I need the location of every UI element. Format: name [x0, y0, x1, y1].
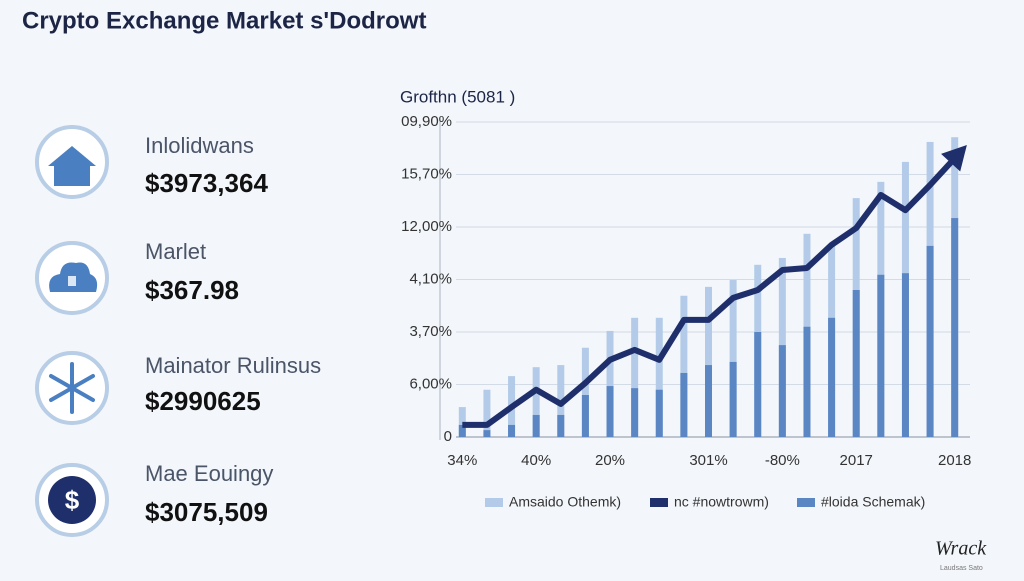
bar — [828, 317, 836, 437]
bar — [852, 290, 860, 437]
trend-arrowhead — [941, 144, 967, 172]
y-tick-label: 3,70% — [409, 323, 452, 340]
trend-line — [462, 156, 957, 428]
x-tick-label: 20% — [595, 452, 625, 469]
bar — [877, 274, 885, 437]
bar — [532, 414, 540, 437]
x-tick-label: 2018 — [938, 452, 971, 469]
bar — [581, 395, 589, 437]
legend-swatch — [797, 498, 815, 507]
legend-label: nc #nowtrowm) — [674, 494, 769, 510]
card-label: Mainator Rulinsus — [145, 353, 321, 378]
bar — [483, 430, 491, 437]
x-tick-label: 40% — [521, 452, 551, 469]
y-tick-label: 6,00% — [409, 375, 452, 392]
card-icon — [35, 351, 109, 425]
bar — [754, 332, 762, 437]
bar — [729, 361, 737, 437]
legend-swatch — [485, 498, 503, 507]
icon-symbol: $ — [65, 485, 80, 515]
y-tick-label: 09,90% — [401, 113, 452, 130]
x-tick-label: 34% — [447, 452, 477, 469]
bar — [729, 280, 737, 437]
card-icon — [35, 463, 109, 537]
bar — [951, 218, 959, 437]
bar — [655, 389, 663, 437]
page-title: Crypto Exchange Market s'Dodrowt — [22, 7, 426, 34]
card-value: $367.98 — [145, 275, 239, 305]
card-value: $2990625 — [145, 386, 261, 416]
y-tick-label: 0 — [444, 428, 452, 445]
bar — [557, 414, 565, 437]
bar — [606, 330, 614, 437]
watermark-subtitle: Laudsas Sato — [940, 565, 983, 572]
bar — [901, 273, 909, 437]
bar — [705, 365, 712, 437]
chart-title: Grofthn (5081 ) — [400, 87, 515, 106]
y-tick-label: 4,10% — [409, 270, 452, 287]
x-tick-label: 301% — [689, 452, 727, 469]
card-value: $3075,509 — [145, 497, 268, 527]
y-tick-label: 12,00% — [401, 218, 452, 235]
bar — [680, 295, 688, 437]
legend-label: #loida Schemak) — [821, 494, 925, 510]
bar — [705, 286, 712, 437]
bar — [680, 372, 688, 437]
card-icon — [35, 241, 109, 315]
legend-label: Amsaido Othemk) — [509, 494, 621, 510]
y-tick-label: 15,70% — [401, 165, 452, 182]
legend-swatch — [650, 498, 668, 507]
card-icon — [35, 125, 109, 199]
bar — [778, 345, 786, 437]
bar — [631, 317, 639, 437]
bar — [581, 347, 589, 437]
bar — [631, 388, 639, 437]
x-tick-label: -80% — [765, 452, 800, 469]
bar — [532, 367, 540, 437]
card-label: Mae Eouingy — [145, 461, 273, 486]
bar — [606, 386, 614, 437]
card-label: Marlet — [145, 239, 206, 264]
bar — [483, 389, 491, 437]
x-tick-label: 2017 — [840, 452, 873, 469]
bar — [458, 424, 466, 437]
bar — [508, 424, 516, 437]
bar — [926, 245, 934, 437]
card-value: $3973,364 — [145, 168, 268, 198]
card-label: Inlolidwans — [145, 133, 254, 158]
bar — [655, 317, 663, 437]
watermark: Wrack — [935, 538, 987, 560]
bar — [803, 326, 811, 437]
